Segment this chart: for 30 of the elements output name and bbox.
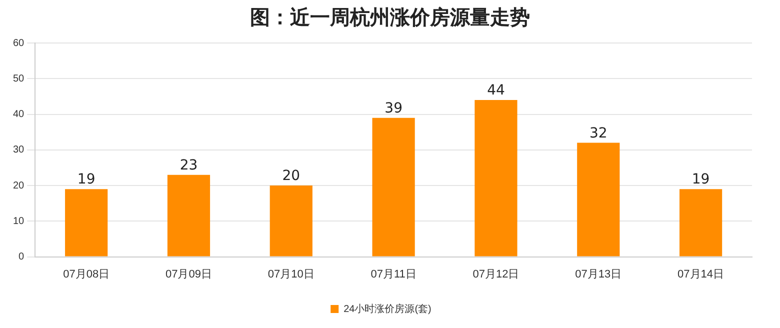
y-tick-label: 30 — [13, 144, 25, 156]
y-tick-label: 0 — [18, 252, 25, 263]
bar — [65, 189, 108, 256]
y-tick-label: 20 — [13, 180, 25, 192]
data-label: 20 — [282, 168, 300, 184]
x-tick-label: 07月14日 — [678, 268, 724, 280]
bar — [679, 189, 722, 256]
data-label: 19 — [692, 172, 710, 188]
data-label: 23 — [180, 157, 198, 174]
data-label: 32 — [589, 125, 608, 142]
y-tick-label: 50 — [13, 73, 25, 84]
y-tick-label: 60 — [13, 38, 25, 49]
bar — [372, 118, 415, 256]
y-tick-label: 40 — [13, 109, 25, 120]
x-tick-label: 07月08日 — [63, 268, 110, 280]
bar — [167, 174, 210, 256]
chart-title: 图：近一周杭州涨价房源量走势 — [249, 4, 531, 31]
data-label: 44 — [487, 82, 505, 99]
bar — [474, 100, 518, 256]
x-tick-label: 07月10日 — [268, 268, 314, 280]
data-label: 19 — [77, 172, 96, 188]
bar — [270, 186, 312, 256]
x-tick-label: 07月12日 — [472, 268, 520, 280]
x-tick-label: 07月13日 — [575, 268, 622, 280]
data-label: 39 — [384, 100, 402, 116]
x-tick-label: 07月11日 — [370, 268, 416, 280]
legend-label: 24小时涨价房源(套) — [344, 302, 432, 315]
x-tick-label: 07月09日 — [165, 268, 212, 280]
y-tick-label: 10 — [13, 216, 25, 227]
bar — [577, 142, 620, 256]
